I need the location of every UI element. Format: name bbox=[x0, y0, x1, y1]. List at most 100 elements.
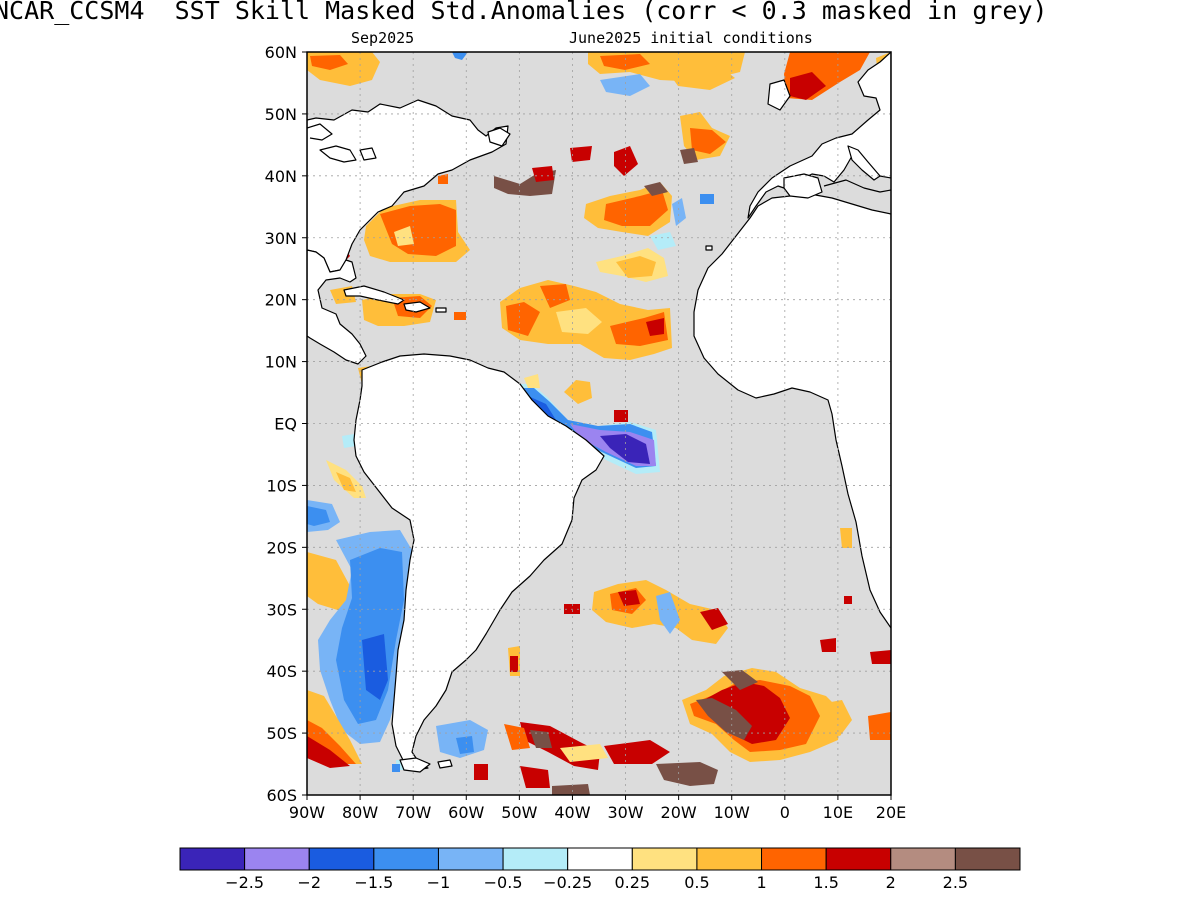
anomaly-patch bbox=[656, 592, 680, 634]
anomaly-patch bbox=[336, 472, 356, 492]
anomaly-patch bbox=[552, 784, 590, 795]
colorbar-label: 0.5 bbox=[684, 873, 709, 892]
anomaly-patch bbox=[618, 590, 640, 606]
lat-tick-label: 20S bbox=[266, 538, 297, 557]
central-america-landmass bbox=[307, 249, 367, 365]
anomaly-patch bbox=[700, 682, 790, 744]
anomaly-patch bbox=[394, 226, 414, 246]
anomaly-patch bbox=[616, 256, 656, 278]
tierra-del-fuego bbox=[399, 757, 431, 773]
lon-tick-label: 0 bbox=[780, 803, 790, 822]
anomaly-patch bbox=[700, 194, 714, 204]
anomaly-patch bbox=[510, 656, 518, 672]
anomaly-patch bbox=[307, 506, 330, 526]
lon-tick-label: 10E bbox=[823, 803, 853, 822]
lat-tick-label: 60N bbox=[265, 43, 297, 62]
colorbar-label: 2.5 bbox=[943, 873, 968, 892]
anomaly-patch bbox=[722, 670, 758, 690]
lat-tick-label: EQ bbox=[274, 415, 297, 434]
anomaly-patch bbox=[564, 380, 592, 404]
colorbar-label: −1.5 bbox=[354, 873, 393, 892]
europe-landmass bbox=[747, 52, 891, 219]
anomaly-patch bbox=[452, 52, 468, 60]
newfoundland-island bbox=[487, 127, 511, 147]
anomaly-patch bbox=[532, 166, 554, 182]
anomaly-patch bbox=[438, 174, 448, 184]
lat-tick-label: 10S bbox=[266, 476, 297, 495]
anomaly-patch bbox=[570, 146, 592, 162]
anomaly-patch bbox=[556, 308, 602, 334]
colorbar-swatch bbox=[567, 847, 633, 871]
mediterranean-coast bbox=[823, 179, 891, 193]
colorbar-swatch bbox=[696, 847, 763, 871]
axis-ticks: 60N 50N 40N 30N 20N 10N EQ 10S 20S 30S 40S 50S 60S90… bbox=[265, 43, 907, 822]
lat-tick-label: 40N bbox=[265, 167, 297, 186]
anomaly-patch bbox=[604, 740, 670, 764]
lon-tick-label: 40W bbox=[554, 803, 590, 822]
lat-tick-label: 30S bbox=[266, 600, 297, 619]
anomaly-patch bbox=[614, 146, 638, 176]
iberia-landmass bbox=[783, 173, 823, 199]
anomaly-patch bbox=[454, 312, 466, 320]
lon-tick-label: 20E bbox=[876, 803, 906, 822]
lat-tick-label: 50S bbox=[266, 724, 297, 743]
anomaly-patch bbox=[456, 736, 474, 754]
anomaly-patch bbox=[520, 766, 550, 788]
colorbar-swatch bbox=[502, 847, 569, 871]
canary-islands bbox=[705, 245, 713, 251]
anomaly-patch bbox=[524, 374, 540, 388]
anomaly-patch bbox=[504, 724, 530, 750]
anomaly-patch bbox=[530, 730, 552, 748]
lat-tick-label: 10N bbox=[265, 353, 297, 372]
colorbar-label: −0.5 bbox=[484, 873, 523, 892]
anomaly-patch bbox=[600, 54, 650, 70]
cuba-island bbox=[343, 285, 405, 305]
colorbar-swatch bbox=[825, 847, 892, 871]
lat-tick-label: 40S bbox=[266, 662, 297, 681]
lat-tick-label: 30N bbox=[265, 229, 297, 248]
anomaly-patch bbox=[700, 608, 728, 630]
anomaly-patch bbox=[362, 634, 388, 700]
anomaly-patch bbox=[307, 736, 350, 768]
anomaly-patch bbox=[604, 190, 668, 226]
anomaly-patch bbox=[680, 148, 698, 164]
italy-peninsula bbox=[847, 145, 881, 181]
british-isles bbox=[767, 79, 791, 111]
anomaly-patch bbox=[672, 198, 686, 226]
colorbar: −2.5 −2 −1.5 −1 −0.5 −0.25 0.25 0.5 1 1.5 2 2.5 bbox=[179, 847, 1021, 892]
anomaly-patch bbox=[690, 128, 726, 154]
lon-tick-label: 90W bbox=[289, 803, 325, 822]
valid-month-label: Sep2025 bbox=[351, 29, 415, 47]
hispaniola-island bbox=[403, 301, 431, 313]
anomaly-patch bbox=[310, 55, 348, 70]
hudson-bay-coast bbox=[307, 123, 333, 141]
lon-tick-label: 10W bbox=[714, 803, 750, 822]
great-lakes bbox=[319, 145, 377, 163]
anomaly-patch bbox=[790, 72, 826, 100]
figure-title: NCAR_CCSM4 SST Skill Masked Std.Anomalie… bbox=[0, 0, 1048, 25]
anomaly-patch bbox=[820, 638, 836, 652]
lon-tick-label: 50W bbox=[501, 803, 537, 822]
anomaly-patch bbox=[646, 318, 664, 336]
map-grid bbox=[307, 52, 891, 795]
colorbar-swatch bbox=[890, 847, 956, 871]
anomaly-patch bbox=[656, 762, 718, 786]
anomaly-patch bbox=[696, 698, 752, 740]
anomaly-patch bbox=[820, 700, 852, 736]
lon-tick-label: 30W bbox=[607, 803, 643, 822]
colorbar-label: −2.5 bbox=[225, 873, 264, 892]
colorbar-label: −1 bbox=[427, 873, 451, 892]
anomaly-patch bbox=[600, 74, 650, 96]
colorbar-label: −0.25 bbox=[543, 873, 592, 892]
anomaly-patch bbox=[668, 66, 735, 90]
lon-tick-label: 60W bbox=[448, 803, 484, 822]
map-canvas bbox=[307, 52, 891, 795]
anomaly-patch bbox=[644, 182, 668, 196]
anomaly-patches bbox=[307, 52, 891, 795]
colorbar-label: 1.5 bbox=[813, 873, 838, 892]
anomaly-patch bbox=[840, 528, 852, 548]
colorbar-swatch bbox=[179, 847, 246, 871]
puerto-rico-island bbox=[435, 307, 447, 313]
land bbox=[307, 52, 891, 773]
